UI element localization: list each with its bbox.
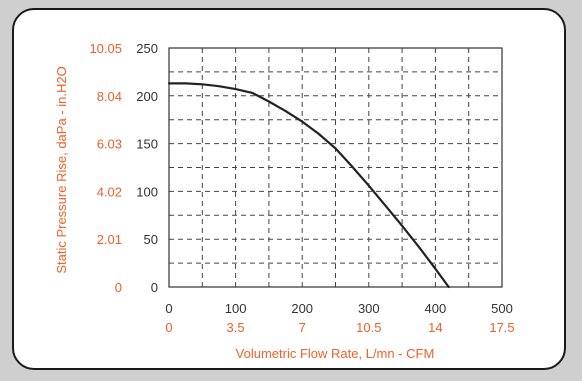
y-tick-label-secondary: 6.03 xyxy=(97,137,122,152)
x-tick-label-primary: 100 xyxy=(225,301,247,316)
x-tick-label-primary: 200 xyxy=(291,301,313,316)
x-tick-label-secondary: 7 xyxy=(299,320,306,335)
x-tick-label-secondary: 17.5 xyxy=(489,320,514,335)
x-tick-label-secondary: 0 xyxy=(165,320,172,335)
y-tick-label-secondary: 4.02 xyxy=(97,184,122,199)
pressure-flow-chart: 0 100 200 300 400 500 0 3.5 7 10.5 14 17.5 0 50 100 150… xyxy=(54,41,515,361)
y-tick-label-secondary: 0 xyxy=(115,280,122,295)
y-tick-label-secondary: 10.05 xyxy=(89,41,122,56)
chart-frame: 0 100 200 300 400 500 0 3.5 7 10.5 14 17.5 0 50 100 150… xyxy=(12,8,566,370)
x-tick-label-secondary: 14 xyxy=(428,320,442,335)
grid xyxy=(169,48,502,287)
tick-labels: 0 100 200 300 400 500 0 3.5 7 10.5 14 17.5 0 50 100 150… xyxy=(89,41,514,335)
x-tick-label-primary: 400 xyxy=(425,301,447,316)
y-tick-label-primary: 150 xyxy=(136,137,158,152)
curve-layer xyxy=(167,82,450,289)
y-tick-label-primary: 100 xyxy=(136,184,158,199)
x-tick-label-primary: 300 xyxy=(358,301,380,316)
plot-border xyxy=(168,47,503,288)
x-tick-label-primary: 0 xyxy=(165,301,172,316)
x-tick-label-secondary: 3.5 xyxy=(227,320,245,335)
y-tick-label-primary: 200 xyxy=(136,89,158,104)
y-tick-label-secondary: 8.04 xyxy=(97,89,122,104)
y-axis-title: Static Pressure Rise, daPa - in.H2O xyxy=(54,66,69,273)
x-tick-label-secondary: 10.5 xyxy=(356,320,381,335)
y-tick-label-primary: 250 xyxy=(136,41,158,56)
pressure-curve xyxy=(167,82,450,289)
y-tick-label-primary: 0 xyxy=(151,280,158,295)
y-tick-label-secondary: 2.01 xyxy=(97,232,122,247)
y-tick-label-primary: 50 xyxy=(144,232,158,247)
x-axis-title: Volumetric Flow Rate, L/mn - CFM xyxy=(236,346,435,361)
x-tick-label-primary: 500 xyxy=(491,301,513,316)
axes xyxy=(168,47,503,288)
